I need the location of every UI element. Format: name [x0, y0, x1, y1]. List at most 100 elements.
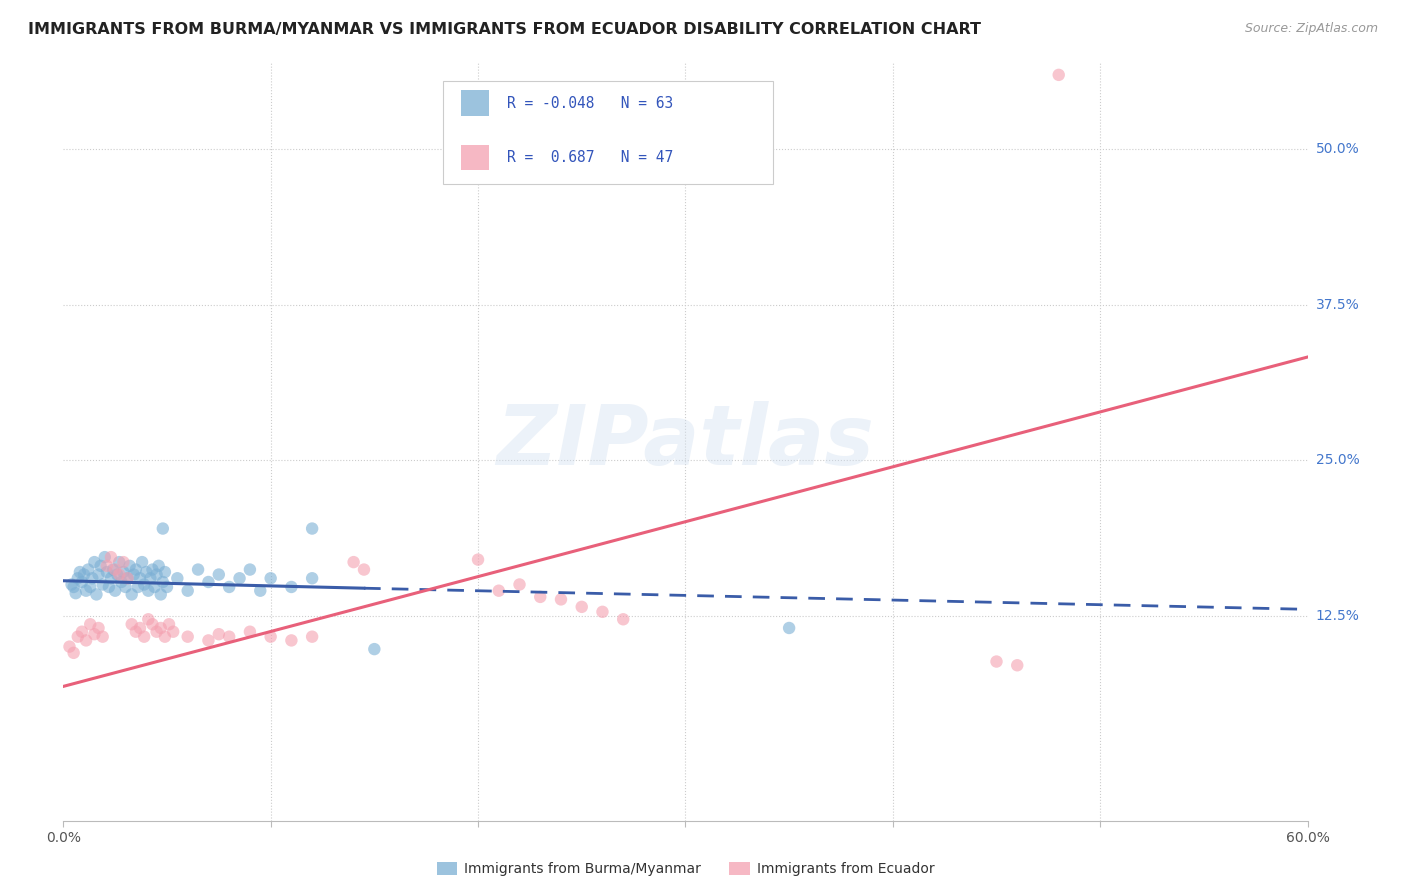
- Point: [612, 612, 634, 626]
- Point: [488, 583, 510, 598]
- Text: R =  0.687   N = 47: R = 0.687 N = 47: [508, 150, 673, 165]
- Point: [104, 563, 127, 577]
- Point: [117, 571, 139, 585]
- Text: IMMIGRANTS FROM BURMA/MYANMAR VS IMMIGRANTS FROM ECUADOR DISABILITY CORRELATION : IMMIGRANTS FROM BURMA/MYANMAR VS IMMIGRA…: [28, 22, 981, 37]
- Point: [157, 617, 180, 632]
- Point: [152, 522, 174, 536]
- Point: [108, 567, 131, 582]
- Text: 25.0%: 25.0%: [1316, 453, 1360, 467]
- FancyBboxPatch shape: [443, 81, 772, 184]
- Point: [153, 565, 176, 579]
- Text: ZIPatlas: ZIPatlas: [496, 401, 875, 482]
- Point: [104, 583, 127, 598]
- Point: [1007, 658, 1029, 673]
- Point: [152, 574, 174, 589]
- Point: [75, 583, 97, 598]
- Point: [778, 621, 800, 635]
- Point: [105, 567, 128, 582]
- Point: [177, 630, 200, 644]
- Point: [66, 630, 89, 644]
- Point: [301, 571, 323, 585]
- Point: [121, 617, 143, 632]
- Point: [249, 583, 271, 598]
- Point: [79, 617, 101, 632]
- Point: [301, 522, 323, 536]
- Point: [162, 624, 184, 639]
- Point: [108, 555, 131, 569]
- Point: [239, 624, 262, 639]
- Point: [141, 563, 163, 577]
- Point: [177, 583, 200, 598]
- Point: [353, 563, 375, 577]
- Point: [187, 563, 209, 577]
- Point: [218, 580, 240, 594]
- Point: [218, 630, 240, 644]
- Point: [143, 580, 166, 594]
- Point: [208, 627, 231, 641]
- Point: [91, 630, 114, 644]
- Point: [529, 590, 551, 604]
- Point: [145, 624, 167, 639]
- Point: [228, 571, 250, 585]
- Point: [125, 624, 148, 639]
- Text: 50.0%: 50.0%: [1316, 143, 1360, 156]
- Point: [101, 563, 124, 577]
- FancyBboxPatch shape: [461, 145, 489, 170]
- Point: [121, 587, 143, 601]
- Point: [467, 552, 489, 566]
- Point: [135, 565, 157, 579]
- Point: [75, 633, 97, 648]
- Point: [141, 617, 163, 632]
- Point: [149, 621, 172, 635]
- Point: [139, 571, 162, 585]
- Point: [153, 630, 176, 644]
- Point: [363, 642, 385, 657]
- Point: [239, 563, 262, 577]
- Point: [62, 580, 84, 594]
- Point: [134, 577, 156, 591]
- Text: Source: ZipAtlas.com: Source: ZipAtlas.com: [1244, 22, 1378, 36]
- Point: [96, 565, 118, 579]
- Point: [82, 571, 104, 585]
- Point: [69, 565, 91, 579]
- Point: [280, 633, 302, 648]
- Point: [62, 646, 84, 660]
- Point: [100, 571, 122, 585]
- Point: [117, 571, 139, 585]
- Point: [986, 655, 1008, 669]
- Point: [156, 580, 179, 594]
- Point: [149, 587, 172, 601]
- Point: [145, 567, 167, 582]
- Point: [197, 574, 219, 589]
- Point: [136, 612, 159, 626]
- Point: [197, 633, 219, 648]
- Point: [65, 586, 87, 600]
- Point: [571, 599, 593, 614]
- FancyBboxPatch shape: [461, 90, 489, 116]
- Point: [87, 621, 110, 635]
- Point: [91, 577, 114, 591]
- Point: [110, 574, 132, 589]
- Point: [129, 571, 152, 585]
- Point: [127, 580, 149, 594]
- Text: 12.5%: 12.5%: [1316, 608, 1360, 623]
- Point: [70, 574, 93, 589]
- Point: [87, 567, 110, 582]
- Point: [79, 580, 101, 594]
- Point: [112, 565, 135, 579]
- Point: [83, 555, 105, 569]
- Point: [125, 563, 148, 577]
- Point: [97, 580, 120, 594]
- Point: [70, 624, 93, 639]
- Point: [550, 592, 572, 607]
- Point: [208, 567, 231, 582]
- Point: [343, 555, 366, 569]
- Point: [260, 630, 283, 644]
- Point: [166, 571, 188, 585]
- Text: 37.5%: 37.5%: [1316, 298, 1360, 312]
- Point: [280, 580, 302, 594]
- Point: [129, 621, 152, 635]
- Point: [260, 571, 283, 585]
- Point: [83, 627, 105, 641]
- Point: [122, 567, 145, 582]
